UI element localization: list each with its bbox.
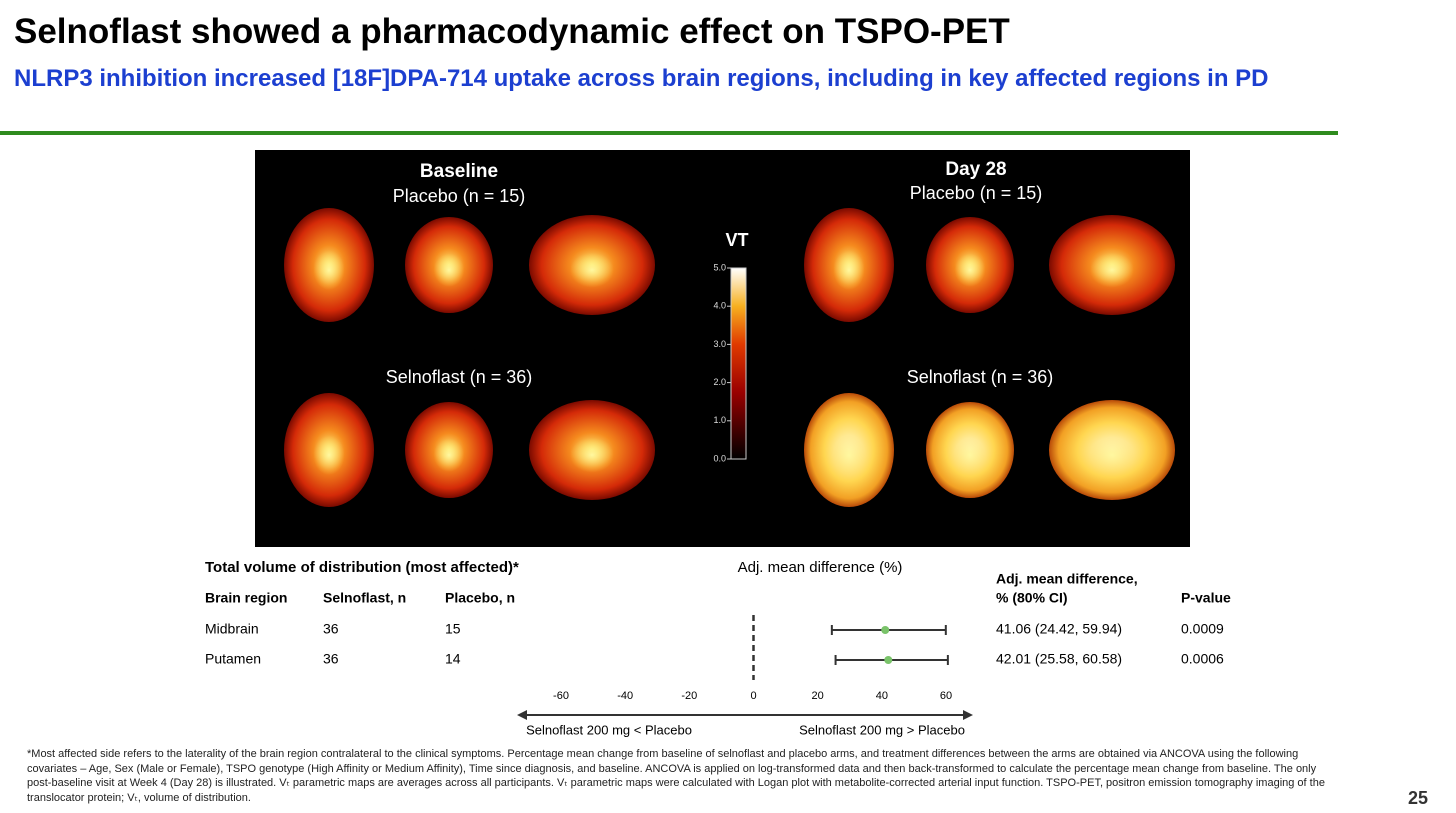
colorbar-tick-label: 3.0 — [713, 339, 726, 349]
x-tick-label: -40 — [617, 690, 633, 702]
title: Selnoflast showed a pharmacodynamic effe… — [14, 12, 1010, 51]
colorbar-tick-label: 2.0 — [713, 377, 726, 387]
point-estimate — [884, 656, 893, 664]
colorbar-tick-label: 5.0 — [713, 262, 726, 272]
value-label: 41.06 (24.42, 59.94) — [996, 621, 1122, 637]
x-tick-label: 20 — [812, 690, 824, 702]
group-label: Baseline — [420, 161, 498, 182]
table-cell: 0.0009 — [1181, 621, 1224, 637]
subtitle: NLRP3 inhibition increased [18F]DPA-714 … — [14, 65, 1269, 92]
colorbar-tick-label: 1.0 — [713, 415, 726, 425]
x-axis-label: Adj. mean difference (%) — [738, 559, 903, 576]
brain-core — [954, 438, 986, 472]
table-title: Total volume of distribution (most affec… — [205, 559, 519, 576]
divider — [0, 131, 1338, 135]
image-panel — [255, 150, 1190, 547]
x-tick-label: -20 — [681, 690, 697, 702]
column-header: Selnoflast, n — [323, 590, 406, 606]
colorbar-tick-label: 4.0 — [713, 301, 726, 311]
column-header: P-value — [1181, 590, 1231, 606]
table-cell: 14 — [445, 651, 461, 667]
colorbar-label: VT — [725, 230, 748, 250]
colorbar-tick-label: 0.0 — [713, 453, 726, 463]
brain-core — [313, 250, 345, 290]
row-label: Midbrain — [205, 621, 259, 637]
x-tick-label: -60 — [553, 690, 569, 702]
point-estimate — [881, 626, 890, 634]
image-label: Placebo (n = 15) — [393, 186, 526, 206]
table-cell: 36 — [323, 651, 339, 667]
table-cell: 15 — [445, 621, 461, 637]
brain-core — [833, 250, 865, 290]
brain-core — [1089, 437, 1135, 473]
image-label: Selnoflast (n = 36) — [386, 367, 533, 387]
brain-core — [954, 253, 986, 287]
colorbar — [730, 267, 747, 460]
column-header: Adj. mean difference, — [996, 571, 1138, 587]
brain-core — [313, 435, 345, 475]
row-label: Putamen — [205, 651, 261, 667]
brain-core — [1089, 252, 1135, 288]
arrow-label: Selnoflast 200 mg > Placebo — [799, 722, 965, 737]
image-label: Placebo (n = 15) — [910, 183, 1043, 203]
page-number: 25 — [1408, 788, 1429, 808]
value-label: 42.01 (25.58, 60.58) — [996, 651, 1122, 667]
footnote: *Most affected side refers to the latera… — [27, 748, 1325, 804]
brain-core — [569, 252, 615, 288]
brain-core — [833, 435, 865, 475]
x-tick-label: 40 — [876, 690, 888, 702]
brain-core — [569, 437, 615, 473]
column-header: % (80% CI) — [996, 590, 1068, 606]
column-header: Placebo, n — [445, 590, 515, 606]
group-label: Day 28 — [945, 159, 1006, 180]
table-cell: 0.0006 — [1181, 651, 1224, 667]
column-header: Brain region — [205, 590, 287, 606]
brain-core — [433, 253, 465, 287]
arrow-label: Selnoflast 200 mg < Placebo — [526, 722, 692, 737]
brain-core — [433, 438, 465, 472]
image-label: Selnoflast (n = 36) — [907, 367, 1054, 387]
x-tick-label: 0 — [750, 690, 756, 702]
x-tick-label: 60 — [940, 690, 952, 702]
table-cell: 36 — [323, 621, 339, 637]
brain-images — [284, 208, 1175, 507]
